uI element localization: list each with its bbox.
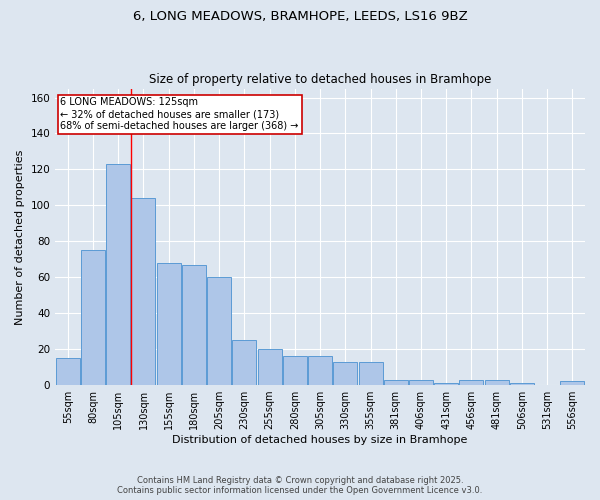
Text: 6, LONG MEADOWS, BRAMHOPE, LEEDS, LS16 9BZ: 6, LONG MEADOWS, BRAMHOPE, LEEDS, LS16 9… [133, 10, 467, 23]
X-axis label: Distribution of detached houses by size in Bramhope: Distribution of detached houses by size … [172, 435, 468, 445]
Bar [157, 263, 181, 385]
Bar [359, 362, 383, 385]
Bar [510, 384, 534, 385]
Bar [434, 384, 458, 385]
Bar [409, 380, 433, 385]
Bar [131, 198, 155, 385]
Bar [560, 382, 584, 385]
Bar [334, 362, 357, 385]
Text: 6 LONG MEADOWS: 125sqm
← 32% of detached houses are smaller (173)
68% of semi-de: 6 LONG MEADOWS: 125sqm ← 32% of detached… [61, 98, 299, 130]
Bar [257, 349, 281, 385]
Bar [56, 358, 80, 385]
Bar [106, 164, 130, 385]
Text: Contains HM Land Registry data © Crown copyright and database right 2025.
Contai: Contains HM Land Registry data © Crown c… [118, 476, 482, 495]
Bar [308, 356, 332, 385]
Bar [283, 356, 307, 385]
Bar [81, 250, 105, 385]
Title: Size of property relative to detached houses in Bramhope: Size of property relative to detached ho… [149, 73, 491, 86]
Bar [182, 264, 206, 385]
Bar [232, 340, 256, 385]
Y-axis label: Number of detached properties: Number of detached properties [15, 149, 25, 324]
Bar [384, 380, 408, 385]
Bar [485, 380, 509, 385]
Bar [460, 380, 484, 385]
Bar [207, 278, 231, 385]
